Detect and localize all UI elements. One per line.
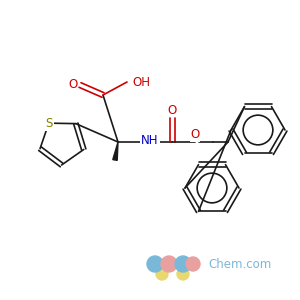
Circle shape xyxy=(186,257,200,271)
Text: O: O xyxy=(190,128,200,142)
Text: Chem.com: Chem.com xyxy=(208,257,271,271)
Text: S: S xyxy=(45,117,52,130)
Circle shape xyxy=(175,256,191,272)
Circle shape xyxy=(161,256,177,272)
Text: NH: NH xyxy=(141,134,159,146)
Text: OH: OH xyxy=(132,76,150,89)
Text: O: O xyxy=(167,103,177,116)
Polygon shape xyxy=(113,142,118,161)
Text: O: O xyxy=(68,79,78,92)
Circle shape xyxy=(177,268,189,280)
Circle shape xyxy=(147,256,163,272)
Circle shape xyxy=(156,268,168,280)
